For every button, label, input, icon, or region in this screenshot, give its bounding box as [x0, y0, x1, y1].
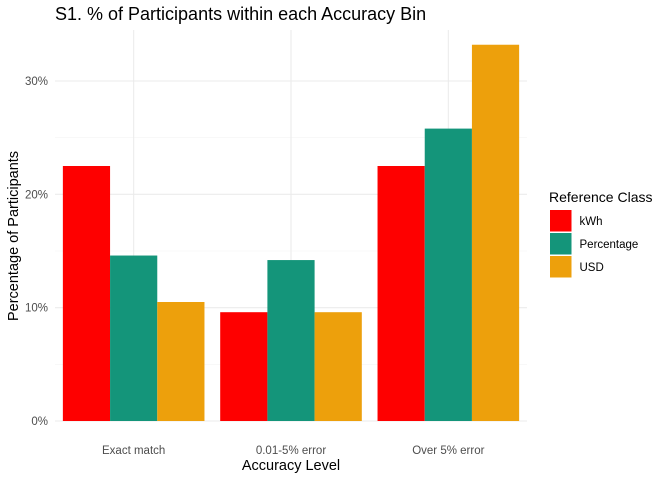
x-tick-label: Exact match [102, 445, 165, 457]
x-axis-title: Accuracy Level [242, 458, 340, 474]
y-axis-ticks: 0% 10% 20% 30% [25, 76, 48, 428]
bars [62, 44, 520, 421]
legend-key [550, 233, 572, 255]
y-tick-label: 30% [25, 76, 48, 88]
bar [157, 302, 205, 421]
bar [267, 260, 315, 421]
y-tick-label: 0% [31, 416, 48, 428]
legend-label: USD [580, 262, 604, 274]
bar [424, 128, 472, 421]
x-tick-label: Over 5% error [412, 445, 484, 457]
y-tick-label: 20% [25, 189, 48, 201]
y-axis-title: Percentage of Participants [6, 151, 22, 321]
bar [110, 255, 158, 421]
x-axis-ticks: Exact match 0.01-5% error Over 5% error [102, 445, 485, 457]
legend-key [550, 256, 572, 278]
bar [314, 312, 362, 421]
legend-label: Percentage [580, 239, 639, 251]
legend: Reference Class kWh Percentage USD [549, 189, 653, 278]
bar [62, 166, 111, 421]
chart-title: S1. % of Participants within each Accura… [55, 4, 426, 24]
x-tick-label: 0.01-5% error [256, 445, 326, 457]
bar [471, 44, 520, 421]
legend-title: Reference Class [549, 189, 653, 205]
bar [220, 312, 268, 421]
bar [377, 166, 425, 421]
legend-key [550, 210, 572, 232]
legend-label: kWh [580, 216, 603, 228]
y-tick-label: 10% [25, 303, 48, 315]
